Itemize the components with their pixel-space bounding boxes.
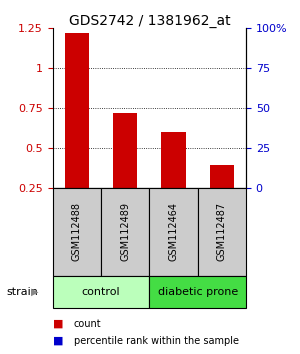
Text: ▶: ▶ — [31, 287, 38, 297]
Text: GSM112464: GSM112464 — [168, 202, 178, 261]
Bar — [149, 188, 198, 276]
Text: GSM112489: GSM112489 — [120, 202, 130, 261]
Text: GSM112487: GSM112487 — [217, 202, 227, 262]
Bar — [64, 221, 89, 227]
Text: count: count — [74, 319, 101, 329]
Bar — [52, 276, 149, 308]
Bar — [52, 188, 101, 276]
Bar — [161, 224, 185, 227]
Bar — [198, 188, 246, 276]
Bar — [210, 165, 234, 224]
Text: control: control — [82, 287, 120, 297]
Bar — [161, 132, 185, 224]
Bar — [149, 276, 246, 308]
Text: diabetic prone: diabetic prone — [158, 287, 238, 297]
Bar — [113, 221, 137, 227]
Bar — [210, 224, 234, 227]
Text: strain: strain — [6, 287, 38, 297]
Text: ■: ■ — [52, 319, 63, 329]
Bar — [113, 113, 137, 221]
Text: GDS2742 / 1381962_at: GDS2742 / 1381962_at — [69, 14, 231, 28]
Text: percentile rank within the sample: percentile rank within the sample — [74, 336, 238, 346]
Text: GSM112488: GSM112488 — [72, 202, 82, 261]
Bar — [64, 33, 89, 221]
Text: ■: ■ — [52, 336, 63, 346]
Bar — [101, 188, 149, 276]
